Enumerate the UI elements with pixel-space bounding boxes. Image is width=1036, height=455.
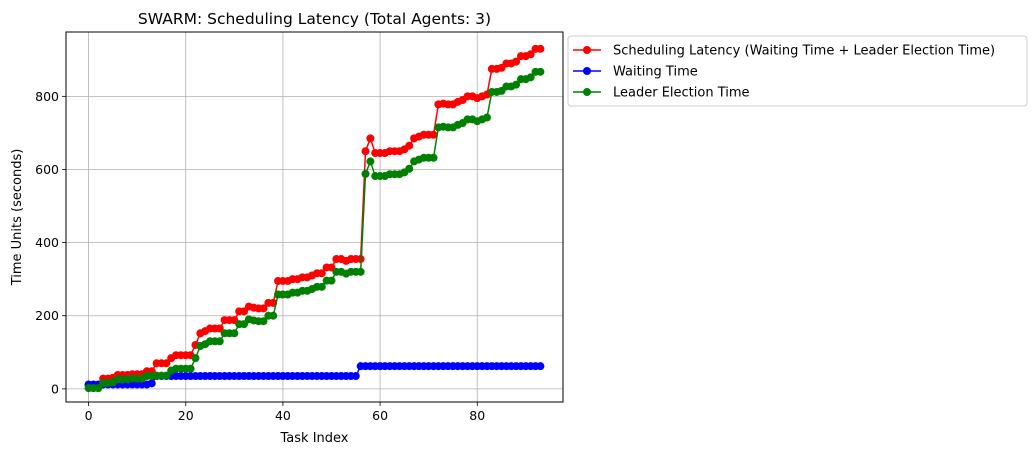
x-axis-ticks: 0 20 40 60 80 (85, 402, 485, 423)
data-point (366, 134, 375, 143)
data-point (327, 276, 336, 285)
y-axis-ticks: 0 200 400 600 800 (35, 89, 66, 396)
legend: Scheduling Latency (Waiting Time + Leade… (567, 35, 1028, 107)
data-point (147, 379, 156, 388)
data-point (269, 311, 278, 320)
data-point (259, 317, 268, 326)
data-point (162, 359, 171, 368)
x-tick-label: 0 (85, 408, 93, 423)
data-point (405, 164, 414, 173)
data-point (429, 130, 438, 139)
x-tick-label: 20 (178, 408, 194, 423)
data-point (405, 141, 414, 150)
legend-entry: Leader Election Time (573, 86, 750, 101)
data-point (536, 67, 545, 76)
y-tick-label: 0 (51, 381, 59, 396)
x-axis-label: Task Index (280, 431, 349, 446)
data-point (526, 73, 535, 82)
x-tick-label: 40 (275, 408, 291, 423)
data-point (482, 113, 491, 122)
data-point (186, 364, 195, 373)
legend-box (567, 35, 1028, 107)
data-point (191, 354, 200, 363)
data-point (317, 282, 326, 291)
x-tick-label: 60 (372, 408, 388, 423)
data-point (361, 169, 370, 178)
legend-marker (583, 88, 591, 96)
data-point (259, 304, 268, 313)
y-tick-label: 600 (35, 162, 59, 177)
legend-label: Leader Election Time (613, 86, 750, 101)
chart-title: SWARM: Scheduling Latency (Total Agents:… (138, 10, 491, 28)
legend-marker (583, 46, 591, 54)
legend-entry: Waiting Time (573, 65, 698, 80)
series-3 (84, 67, 545, 393)
y-tick-label: 400 (35, 235, 59, 250)
data-point (526, 50, 535, 59)
data-point (162, 371, 171, 380)
data-point (215, 337, 224, 346)
plot-frame (65, 31, 564, 403)
series-1 (84, 44, 545, 390)
data-point (512, 80, 521, 89)
x-tick-label: 80 (469, 408, 485, 423)
data-point (429, 153, 438, 162)
legend-entry: Scheduling Latency (Waiting Time + Leade… (573, 44, 995, 59)
series-layer (84, 44, 545, 393)
legend-label: Scheduling Latency (Waiting Time + Leade… (613, 44, 995, 59)
legend-label: Waiting Time (613, 65, 698, 80)
data-point (536, 362, 545, 371)
data-point (351, 372, 360, 381)
y-tick-label: 200 (35, 308, 59, 323)
data-point (536, 44, 545, 53)
data-point (361, 147, 370, 156)
y-tick-label: 800 (35, 89, 59, 104)
data-point (317, 269, 326, 278)
data-point (366, 157, 375, 166)
data-point (230, 329, 239, 338)
legend-marker (583, 67, 591, 75)
data-point (94, 384, 103, 393)
data-point (512, 57, 521, 66)
y-axis-label: Time Units (seconds) (10, 149, 25, 287)
data-point (356, 267, 365, 276)
